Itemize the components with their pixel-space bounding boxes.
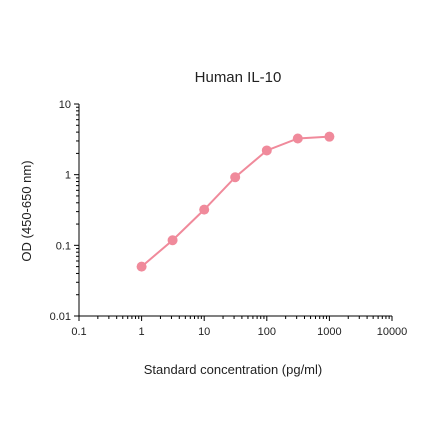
data-point (292, 133, 303, 144)
y-tick-label: 0.01 (50, 311, 71, 323)
x-tick-label: 10 (198, 326, 210, 338)
series-line (140, 135, 330, 268)
x-tick-label: 100 (258, 326, 276, 338)
y-axis-label: OD (450-650 nm) (19, 160, 34, 261)
y-axis-ticks: 0.01 0.1 1 10 (50, 99, 79, 323)
data-point (136, 261, 147, 272)
data-point (261, 145, 272, 156)
x-tick-label: 1000 (317, 326, 341, 338)
x-tick-label: 0.1 (71, 326, 86, 338)
data-point (199, 204, 210, 215)
x-axis-ticks: 0.1 1 10 100 1000 10000 (71, 316, 407, 338)
y-tick-label: 10 (59, 99, 71, 111)
y-tick-label: 1 (65, 170, 71, 182)
data-point (167, 235, 178, 246)
x-tick-label: 1 (139, 326, 145, 338)
axes (78, 104, 392, 317)
y-tick-label: 0.1 (56, 240, 71, 252)
data-point (324, 131, 335, 142)
chart-title: Human IL-10 (195, 69, 282, 86)
series-group (136, 131, 335, 272)
x-axis-label: Standard concentration (pg/ml) (144, 362, 322, 377)
x-tick-label: 10000 (377, 326, 408, 338)
data-point (230, 172, 241, 183)
